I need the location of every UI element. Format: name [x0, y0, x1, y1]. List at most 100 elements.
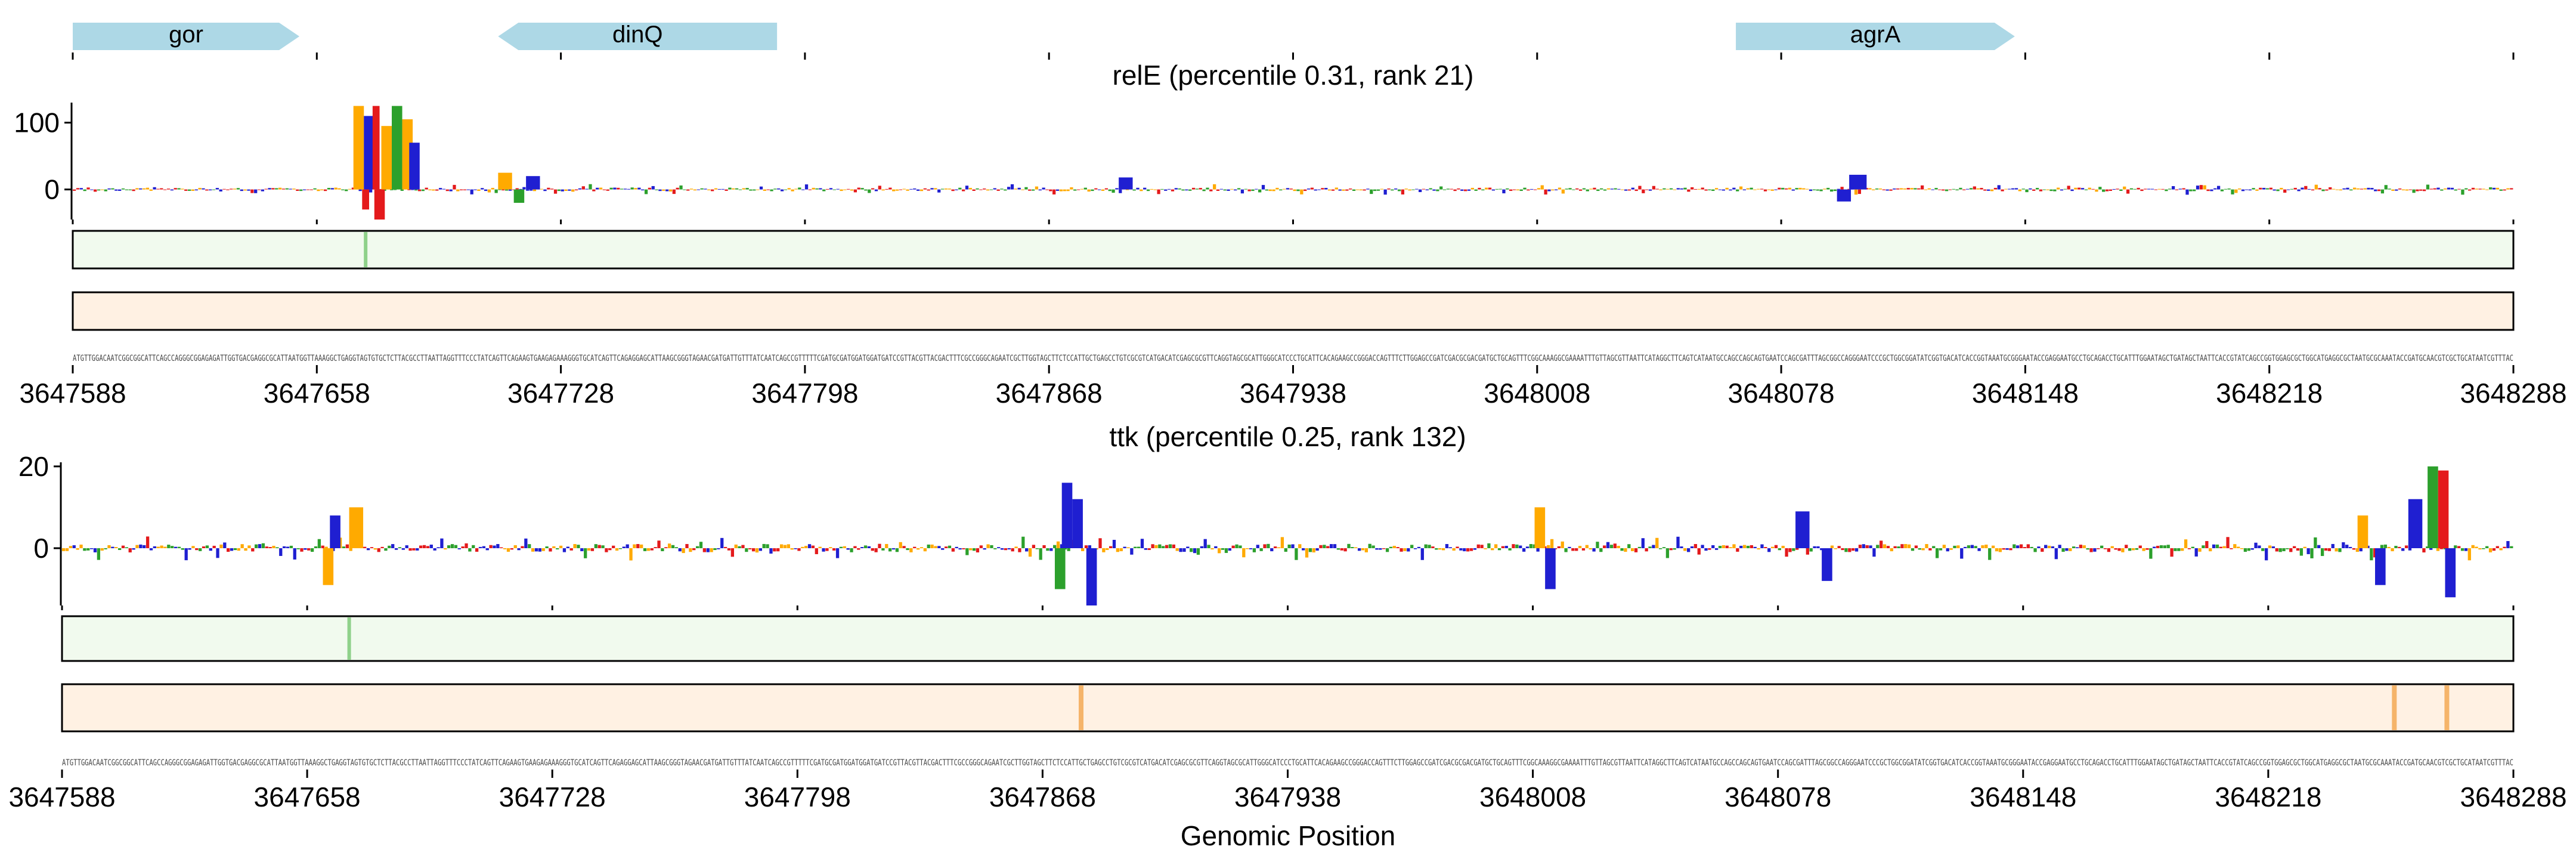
logo-bar	[111, 546, 114, 548]
logo-bar	[2345, 545, 2349, 548]
logo-bar	[868, 189, 871, 193]
logo-bar	[766, 544, 769, 548]
logo-bar	[107, 188, 111, 190]
logo-bar	[1988, 548, 1992, 560]
logo-bar	[1785, 548, 1788, 557]
logo-bar	[508, 189, 512, 191]
logo-bar	[1795, 188, 1798, 190]
logo-bar	[330, 188, 334, 190]
logo-bar	[1132, 189, 1136, 191]
logo-bar	[1627, 544, 1631, 548]
logo-bar	[2206, 189, 2210, 191]
logo-bar	[1920, 185, 1924, 190]
logo-bar	[1463, 548, 1466, 552]
logo-bar	[449, 189, 453, 191]
logo-bar	[2184, 539, 2188, 548]
logo-bar	[1757, 548, 1760, 550]
logo-bar	[1067, 548, 1070, 551]
x-tick-label: 3647938	[1234, 781, 1341, 812]
logo-bar	[307, 548, 311, 551]
logo-bar	[1466, 548, 1470, 552]
logo-bar	[1540, 185, 1544, 190]
logo-bar	[236, 188, 240, 190]
logo-bar	[724, 189, 728, 191]
logo-bar	[1213, 184, 1216, 190]
logo-bar	[2422, 189, 2426, 191]
logo-bar	[723, 546, 727, 548]
logo-bar	[255, 544, 258, 548]
logo-bar	[787, 188, 791, 190]
logo-bar	[976, 188, 979, 190]
logo-peak	[1086, 548, 1097, 605]
logo-bar	[1854, 189, 1858, 195]
logo-bar	[1509, 189, 1513, 191]
logo-bar	[1903, 188, 1907, 190]
logo-bar	[1130, 548, 1134, 555]
logo-bar	[2510, 188, 2513, 190]
logo-bar	[1669, 548, 1673, 551]
logo-bar	[2121, 548, 2125, 552]
logo-bar	[139, 544, 143, 548]
logo-bar	[1854, 548, 1859, 552]
logo-bar	[1119, 189, 1122, 193]
logo-bar	[2278, 548, 2282, 552]
x-tick-label: 3648078	[1728, 378, 1835, 409]
logo-bar	[1848, 548, 1852, 552]
logo-bar	[265, 546, 268, 548]
logo-bar	[1617, 189, 1621, 190]
logo-bar	[1959, 187, 1962, 190]
logo-bar	[549, 548, 552, 552]
logo-bar	[209, 548, 212, 551]
logo-bar	[184, 189, 188, 191]
logo-bar	[1242, 548, 1246, 558]
logo-bar	[2327, 548, 2332, 551]
logo-bar	[1953, 545, 1956, 548]
logo-bar	[293, 548, 296, 560]
x-tick-label: 3647728	[507, 378, 614, 409]
logo-bar	[472, 545, 475, 548]
logo-bar	[678, 548, 682, 552]
logo-bar	[909, 189, 913, 190]
logo-bar	[1942, 545, 1946, 548]
logo-bar	[205, 545, 209, 548]
logo-bar	[2082, 545, 2086, 548]
logo-bar	[1537, 188, 1541, 190]
logo-bar	[438, 188, 442, 190]
logo-bar	[1857, 189, 1861, 194]
x-tick-label: 3648288	[2460, 378, 2566, 409]
logo-bar	[2215, 544, 2219, 548]
logo-bar	[2060, 189, 2064, 191]
logo-bar	[1140, 189, 1143, 191]
logo-bar	[1231, 545, 1235, 548]
logo-bar	[2331, 543, 2334, 548]
y-tick-label: 100	[14, 107, 60, 138]
logo-bar	[1655, 537, 1659, 548]
logo-bar	[219, 544, 223, 548]
logo-bar	[863, 545, 868, 548]
logo-bar	[853, 546, 857, 548]
logo-bar	[435, 189, 439, 191]
logo-bar	[1557, 546, 1561, 548]
logo-bar	[534, 548, 538, 552]
logo-bar	[1146, 189, 1150, 191]
logo-bar	[571, 189, 575, 192]
logo-bar	[587, 548, 591, 551]
logo-bar	[927, 189, 930, 191]
logo-bar	[1165, 545, 1169, 548]
logo-bar	[484, 189, 488, 191]
x-tick-label: 3647938	[1240, 378, 1346, 409]
logo-bar	[1376, 189, 1380, 191]
logo-bar	[597, 545, 601, 548]
logo-bar	[2353, 187, 2357, 190]
logo-bar	[745, 548, 748, 552]
logo-bar	[888, 548, 892, 552]
logo-bar	[1809, 548, 1813, 552]
logo-bar	[1295, 548, 1298, 560]
logo-bar	[521, 546, 524, 548]
logo-bar	[1134, 546, 1137, 548]
logo-bar	[538, 548, 541, 552]
logo-bar	[906, 189, 909, 191]
logo-bar	[1091, 189, 1094, 191]
logo-bar	[250, 189, 254, 193]
logo-bar	[2334, 548, 2338, 552]
